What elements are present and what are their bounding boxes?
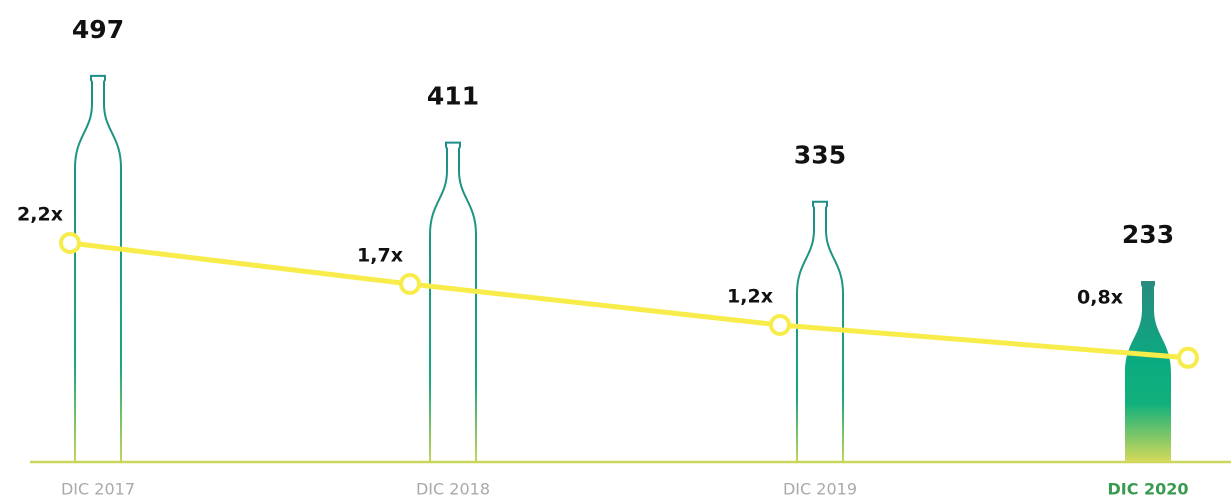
trend-line <box>69 240 1189 361</box>
value-label: 233 <box>1122 220 1174 249</box>
line-point <box>1177 346 1199 369</box>
line-point <box>59 232 81 254</box>
value-label: 497 <box>72 15 124 44</box>
x-tick-label: DIC 2020 <box>1107 480 1188 499</box>
bottle-bar <box>796 200 844 463</box>
line-label: 0,8x <box>1077 286 1123 308</box>
bottle-bar <box>429 141 477 463</box>
x-tick-label: DIC 2017 <box>61 480 135 499</box>
line-point <box>769 314 791 336</box>
x-tick-label: DIC 2018 <box>416 480 490 499</box>
line-label: 1,7x <box>357 245 403 267</box>
value-label: 411 <box>427 82 479 111</box>
line-label: 2,2x <box>17 204 63 226</box>
line-label: 1,2x <box>727 286 773 308</box>
bottle-bar <box>74 74 122 463</box>
x-tick-label: DIC 2019 <box>783 480 857 499</box>
line-point <box>399 273 421 295</box>
value-label: 335 <box>794 141 846 170</box>
bottle-bar <box>1125 280 1171 462</box>
